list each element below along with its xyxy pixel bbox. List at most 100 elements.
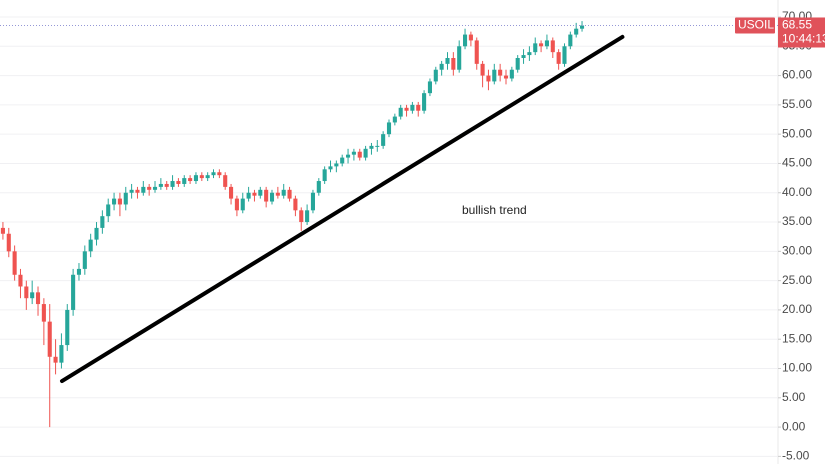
candle-body xyxy=(381,134,386,146)
candle-body xyxy=(398,107,403,117)
candle-body xyxy=(76,268,82,275)
candle-body xyxy=(141,186,146,193)
candle-body xyxy=(252,192,257,196)
candle-body xyxy=(527,52,532,56)
candle-body xyxy=(310,192,316,211)
candle-body xyxy=(457,46,462,70)
candle-body xyxy=(71,274,76,310)
y-tick-label: 5.00 xyxy=(782,390,806,404)
candle-body xyxy=(357,151,362,158)
candle-body xyxy=(30,292,35,299)
candle-body xyxy=(41,304,46,322)
candle-body xyxy=(164,183,169,187)
y-tick-label: 50.00 xyxy=(782,126,812,140)
candle-body xyxy=(53,356,58,363)
candle-body xyxy=(404,107,409,111)
candle-body xyxy=(550,40,555,53)
candle-body xyxy=(65,309,70,346)
candle-body xyxy=(24,286,29,299)
candle-body xyxy=(35,292,41,305)
candle-body xyxy=(451,58,456,70)
candle-body xyxy=(574,28,579,35)
price-box xyxy=(778,17,825,48)
candle-body xyxy=(182,178,187,184)
candle-body xyxy=(346,154,351,158)
candle-body xyxy=(47,321,52,357)
time-label: 10:44:13 xyxy=(782,32,825,46)
candle-body xyxy=(100,216,105,228)
y-tick-label: 55.00 xyxy=(782,97,812,111)
candle-body xyxy=(293,198,298,211)
annotation: bullish trend xyxy=(462,203,527,217)
candle-body xyxy=(334,163,339,167)
candle-body xyxy=(351,151,356,155)
candle-body xyxy=(176,181,181,184)
candle-body xyxy=(229,186,234,199)
y-tick-label: 40.00 xyxy=(782,185,812,199)
candle-body xyxy=(147,186,152,190)
candle-body xyxy=(59,345,64,363)
candle-body xyxy=(135,189,140,193)
candle-body xyxy=(281,189,286,196)
candle-body xyxy=(410,104,415,111)
y-tick-label: 0.00 xyxy=(782,419,806,433)
y-tick-label: -5.00 xyxy=(782,449,810,463)
y-tick-label: 30.00 xyxy=(782,244,812,258)
y-tick-label: 15.00 xyxy=(782,331,812,345)
y-tick-label: 10.00 xyxy=(782,361,812,375)
candle-body xyxy=(568,34,573,47)
candle-body xyxy=(439,63,444,70)
y-tick-label: 25.00 xyxy=(782,273,812,287)
candle-body xyxy=(94,227,99,240)
candle-body xyxy=(299,210,304,223)
y-tick-label: 60.00 xyxy=(782,68,812,82)
candle-body xyxy=(544,40,549,47)
candle-body xyxy=(433,69,438,82)
y-tick-label: 45.00 xyxy=(782,156,812,170)
price-label: 68.55 xyxy=(782,18,812,32)
candle-body xyxy=(480,63,485,76)
candle-body xyxy=(158,183,163,187)
candle-body xyxy=(422,93,427,111)
candle-body xyxy=(579,25,585,29)
candle-body xyxy=(416,104,421,111)
candle-body xyxy=(474,40,479,64)
candle-body xyxy=(223,175,228,187)
candle-body xyxy=(386,122,392,135)
candle-body xyxy=(539,43,544,47)
candle-body xyxy=(363,148,368,158)
candle-body xyxy=(392,116,397,123)
candle-body xyxy=(258,189,263,196)
candle-body xyxy=(188,178,193,182)
candle-body xyxy=(509,69,514,79)
candle-body xyxy=(205,175,210,179)
candle-body xyxy=(217,172,222,176)
candle-body xyxy=(503,75,509,79)
candle-body xyxy=(12,251,17,275)
candle-body xyxy=(445,58,450,64)
candle-body xyxy=(468,34,473,41)
candle-body xyxy=(170,181,175,187)
candle-body xyxy=(0,227,5,234)
candle-body xyxy=(492,69,497,82)
symbol-label: USOIL xyxy=(738,18,774,32)
candle-body xyxy=(211,172,216,176)
candle-body xyxy=(264,189,269,202)
candle-body xyxy=(112,198,117,205)
candle-body xyxy=(316,181,321,193)
candle-body xyxy=(305,210,310,223)
candle-body xyxy=(427,81,432,94)
candle-body xyxy=(515,58,520,70)
candle-body xyxy=(287,189,292,199)
candle-body xyxy=(117,198,122,205)
candle-body xyxy=(556,52,561,64)
candle-body xyxy=(328,166,333,170)
trendline xyxy=(60,34,625,384)
candle-body xyxy=(275,192,280,196)
candle-body xyxy=(106,204,111,217)
candle-body xyxy=(533,43,538,53)
candle-body xyxy=(82,251,87,269)
candle-body xyxy=(88,239,93,252)
candle-body xyxy=(129,189,134,193)
